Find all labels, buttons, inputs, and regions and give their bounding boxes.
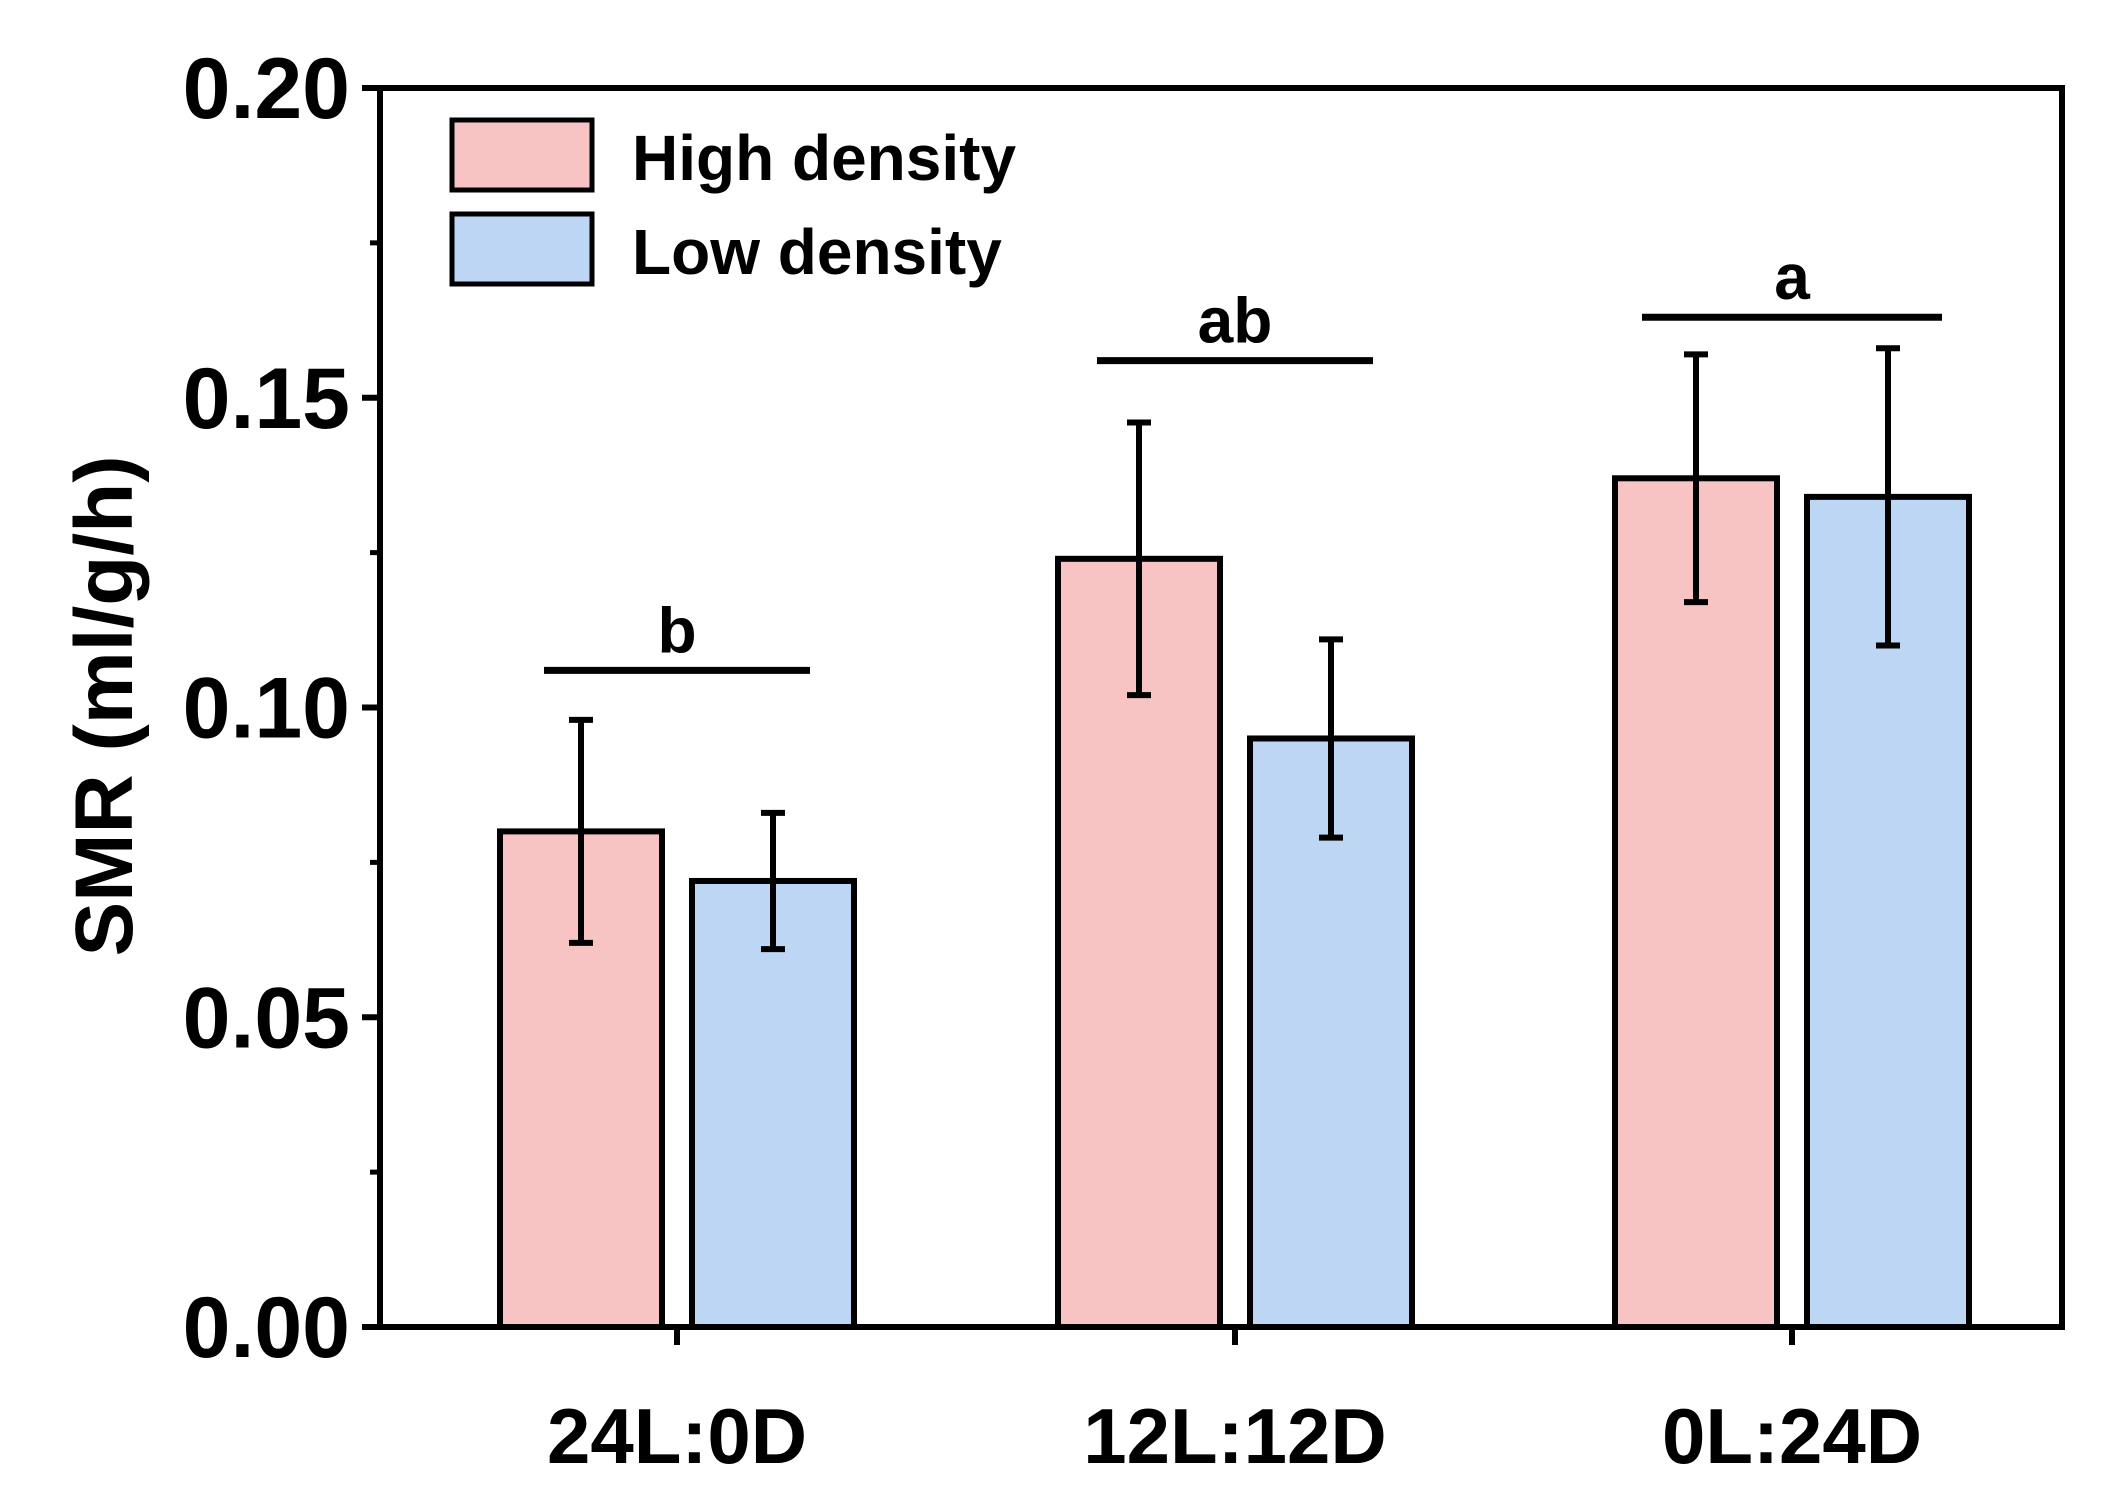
- bar-high-density-3: [1612, 475, 1780, 1331]
- y-tick-label-2: 0.10: [183, 661, 350, 757]
- y-tick-label-1: 0.05: [183, 970, 350, 1066]
- y-tick-label-3: 0.15: [183, 351, 350, 447]
- significance-layer: b ab a: [544, 241, 1942, 674]
- significance-label-2: ab: [1198, 285, 1273, 357]
- legend-swatch-low-density: [449, 211, 595, 287]
- bar-low-density-2: [1247, 735, 1415, 1330]
- legend-swatch-high-density: [449, 117, 595, 193]
- error-bars-layer: [569, 345, 1900, 953]
- x-tick-label-1: 24L:0D: [547, 1392, 807, 1480]
- y-axis: 0.00 0.05 0.10 0.15 0.20: [183, 41, 380, 1376]
- y-tick-label-0: 0.00: [183, 1280, 350, 1376]
- bars-layer: [497, 475, 1972, 1331]
- y-axis-title: SMR (ml/g/h): [59, 455, 150, 956]
- significance-label-1: b: [657, 594, 696, 666]
- significance-label-3: a: [1774, 241, 1810, 313]
- legend-label-high-density: High density: [632, 122, 1016, 194]
- legend-label-low-density: Low density: [632, 216, 1002, 288]
- x-tick-label-3: 0L:24D: [1662, 1392, 1922, 1480]
- legend: High density Low density: [449, 117, 1016, 288]
- x-axis: 24L:0D 12L:12D 0L:24D: [547, 1327, 1922, 1480]
- y-tick-label-4: 0.20: [183, 41, 350, 137]
- bar-low-density-1: [689, 877, 857, 1331]
- x-tick-label-2: 12L:12D: [1083, 1392, 1386, 1480]
